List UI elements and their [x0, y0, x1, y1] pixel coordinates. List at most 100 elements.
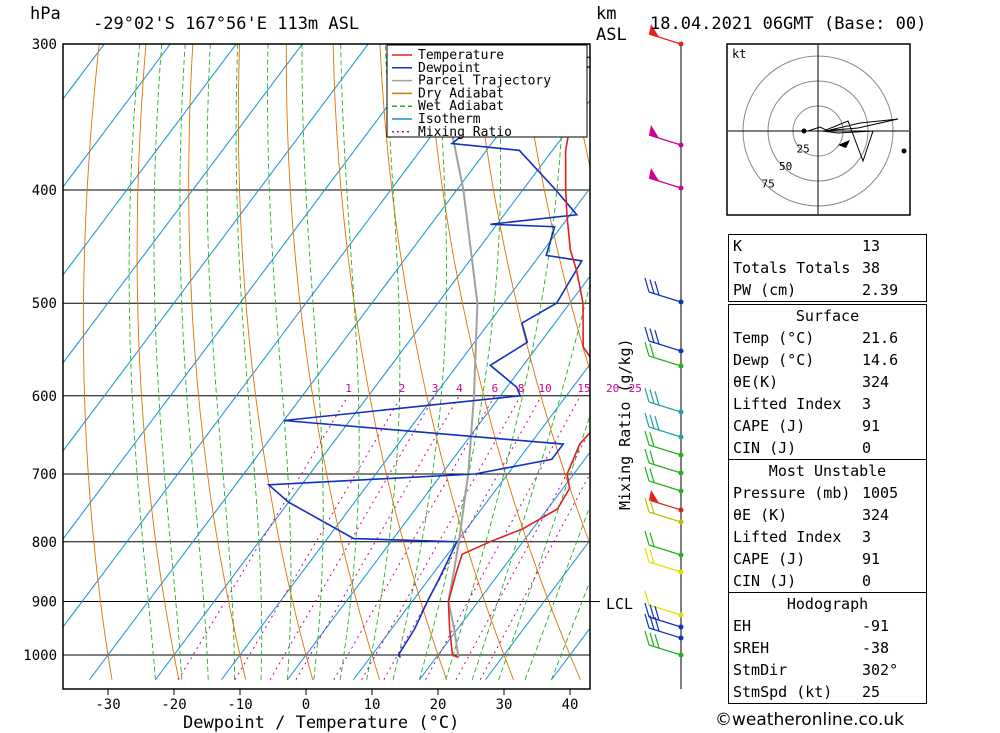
storm-motion-marker — [838, 140, 850, 148]
most-unstable-value: 3 — [862, 528, 872, 546]
wet-adiabat-line — [153, 44, 183, 680]
wind-column — [644, 24, 684, 689]
hodograph-params-title: Hodograph — [786, 595, 869, 613]
wind-barb-feather — [644, 613, 650, 629]
surface-row: Dewp (°C) 14.6 — [729, 349, 926, 371]
wind-barb-feather — [649, 414, 655, 429]
wind-barb-feather — [644, 277, 650, 293]
dry-adiabat-line — [237, 44, 314, 680]
wind-barb-feather — [649, 468, 655, 483]
wind-barb-feather — [654, 281, 660, 296]
mixing-ratio-axis-title: Mixing Ratio (g/kg) — [616, 338, 634, 510]
most-unstable-label: Lifted Index — [733, 528, 842, 546]
wind-barb-feather — [649, 279, 655, 294]
isotherm-line — [63, 44, 237, 276]
surface-label: Lifted Index — [733, 395, 842, 413]
pressure-tick-label: 1000 — [23, 648, 57, 664]
wind-barb-pennant — [649, 125, 659, 138]
axes: 1 2 3 4 6 8 10 15 20 25 -30 -20 -10 0 10 20 30 40 300 400 50… — [23, 37, 642, 713]
pressure-tick-label: 700 — [32, 467, 57, 483]
hodograph-point — [901, 148, 907, 154]
datetime-title: 18.04.2021 06GMT (Base: 00) — [650, 14, 926, 34]
wind-barb-feather — [649, 450, 655, 465]
wind-barb-feather — [654, 416, 660, 431]
hodograph-params-box: Hodograph EH -91 SREH -38 StmDir 302° StmSpd (… — [728, 592, 927, 704]
hodograph-ring-label: 50 — [779, 160, 792, 173]
most-unstable-box: Most Unstable Pressure (mb) 1005 θE (K) 324… — [728, 459, 927, 593]
pressure-unit: hPa — [30, 4, 61, 24]
most-unstable-label: CAPE (J) — [733, 550, 806, 568]
surface-row: CAPE (J) 91 — [729, 415, 926, 437]
wind-barb-shaft — [648, 177, 682, 189]
most-unstable-value: 324 — [862, 506, 890, 524]
isotherm-line — [63, 44, 435, 540]
surface-box: Surface Temp (°C) 21.6 Dewp (°C) 14.6 θE(K) 3… — [728, 304, 927, 460]
surface-row: CIN (J) 0 — [729, 437, 926, 459]
wet-adiabat-line — [179, 44, 209, 680]
hodograph-param-label: StmSpd (kt) — [733, 683, 833, 701]
surface-value: 3 — [862, 395, 872, 413]
height-unit-km: km — [596, 4, 616, 24]
most-unstable-row: CAPE (J) 91 — [729, 548, 926, 570]
wind-barb-feather — [644, 341, 650, 357]
dry-adiabat-line — [28, 27, 55, 680]
wind-barb-feather — [644, 547, 650, 563]
wind-barb-feather — [644, 430, 650, 446]
hodograph-param-label: SREH — [733, 639, 770, 657]
wind-barb-feather — [644, 466, 650, 482]
legend-label: Isotherm — [418, 112, 481, 127]
wind-barb-feather — [654, 606, 660, 621]
dry-adiabat-line — [935, 27, 1000, 680]
hodograph-param-value: 302° — [862, 661, 899, 679]
credit[interactable]: ©weatheronline.co.uk — [715, 710, 905, 730]
mixing-ratio-label: 15 — [577, 382, 590, 395]
wind-barb-shaft — [648, 462, 682, 474]
most-unstable-row: CIN (J) 0 — [729, 570, 926, 592]
wind-barb-shaft — [648, 134, 682, 146]
legend-label: Wet Adiabat — [418, 99, 504, 114]
hodograph-param-row: StmSpd (kt) 25 — [729, 681, 926, 703]
mixing-ratio-line — [361, 395, 522, 681]
x-axis-title: Dewpoint / Temperature (°C) — [183, 713, 459, 733]
height-unit-asl: ASL — [596, 25, 627, 45]
wind-barb-shaft — [648, 604, 682, 616]
mixing-ratio-label: 25 — [629, 382, 642, 395]
isotherm-line — [287, 275, 590, 681]
wind-barb-shaft — [648, 627, 682, 639]
wind-barb-shaft — [648, 401, 682, 413]
index-value: 2.39 — [862, 281, 899, 299]
surface-value: 21.6 — [862, 329, 899, 347]
surface-row: Temp (°C) 21.6 — [729, 327, 926, 349]
location-title: -29°02'S 167°56'E 113m ASL — [93, 14, 359, 34]
wind-barb-feather — [649, 549, 655, 564]
wind-barb-shaft — [648, 544, 682, 556]
wind-barb-feather — [649, 532, 655, 547]
hodograph-ring-label: 25 — [797, 143, 810, 156]
hodograph: kt 25 50 75 — [726, 43, 911, 216]
wind-barb-shaft — [648, 340, 682, 352]
index-value: 13 — [862, 237, 881, 255]
wet-adiabat-line — [301, 44, 324, 680]
wind-barb-feather — [644, 412, 650, 428]
wind-barb-pennant — [649, 24, 659, 37]
sounding-curves — [266, 44, 590, 659]
wind-barb-shaft — [648, 291, 682, 303]
wind-barb-feather — [644, 448, 650, 464]
x-tick-label: 20 — [430, 697, 447, 713]
wet-adiabat-line — [235, 44, 263, 680]
x-tick-label: -10 — [227, 697, 252, 713]
dry-adiabat-line — [379, 44, 514, 680]
x-tick-label: 10 — [364, 697, 381, 713]
wet-adiabat-line — [418, 44, 502, 680]
most-unstable-row: θE (K) 324 — [729, 504, 926, 526]
wind-barb-shaft — [648, 426, 682, 438]
wind-barb-feather — [654, 330, 660, 345]
isotherm-line — [63, 44, 369, 452]
isotherm-line — [419, 451, 590, 681]
pressure-tick-label: 500 — [32, 296, 57, 312]
wind-barb-shaft — [648, 511, 682, 523]
most-unstable-value: 91 — [862, 550, 881, 568]
wind-barb-feather — [649, 632, 655, 647]
dry-adiabat-line — [188, 44, 247, 680]
index-label: K — [733, 237, 743, 255]
